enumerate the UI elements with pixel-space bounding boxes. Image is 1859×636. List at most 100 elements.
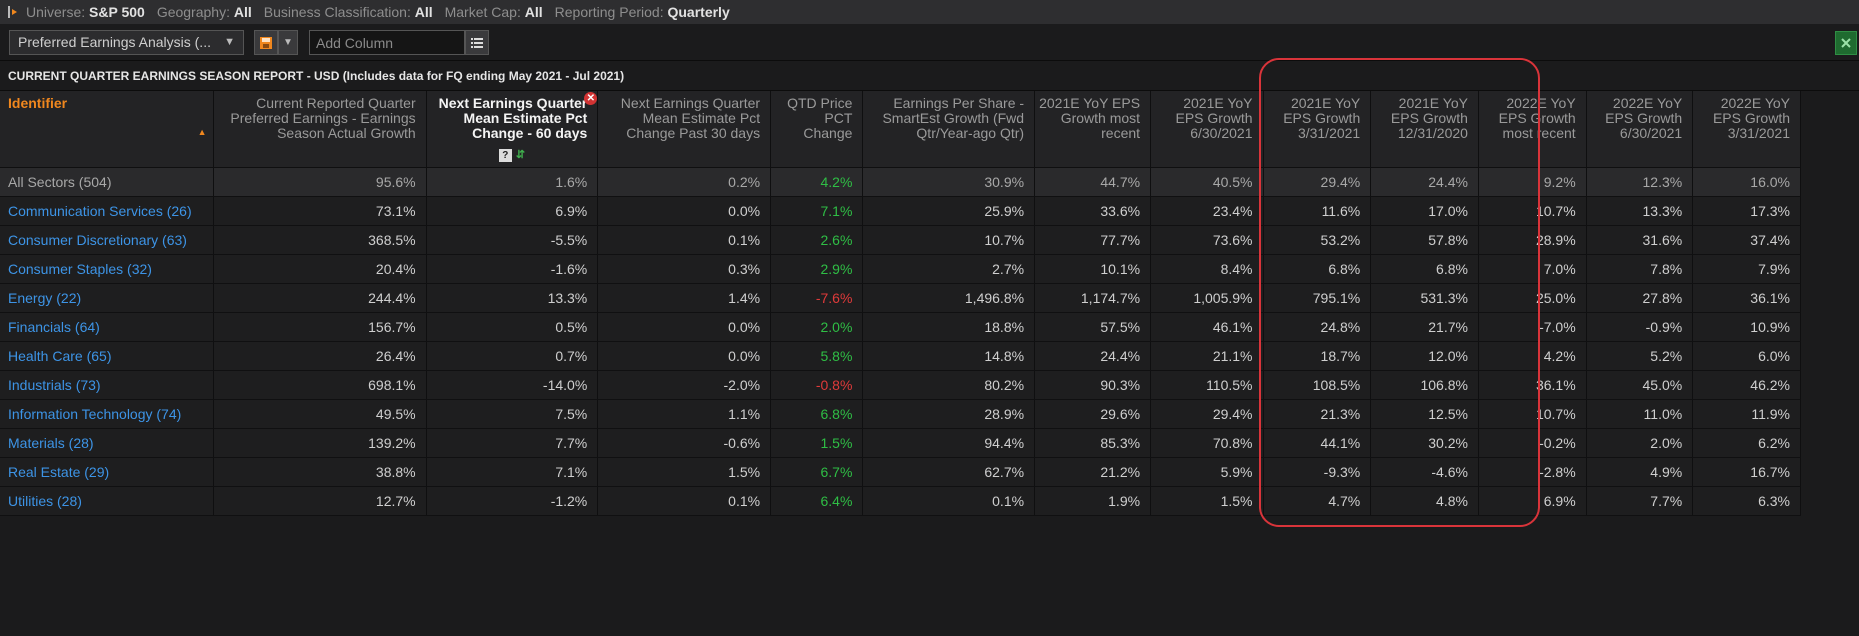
table-row[interactable]: Utilities (28) 12.7% -1.2% 0.1% 6.4% 0.1% 1.9%… (0, 486, 1801, 516)
table-cell: 795.1% (1263, 283, 1372, 313)
table-cell: -1.6% (426, 254, 599, 284)
filter-universe[interactable]: Universe: S&P 500 (26, 4, 145, 20)
table-cell: 2.6% (770, 225, 864, 255)
table-cell: 13.3% (426, 283, 599, 313)
table-row[interactable]: Industrials (73) 698.1% -14.0% -2.0% -0.8% 80… (0, 370, 1801, 400)
table-cell: 12.5% (1370, 399, 1479, 429)
table-cell: 26.4% (213, 341, 427, 371)
column-header-identifier[interactable]: Identifier ▲ (0, 91, 214, 168)
row-identifier[interactable]: Health Care (65) (0, 341, 214, 371)
filter-business-classification[interactable]: Business Classification: All (263, 4, 433, 20)
table-cell: 7.1% (770, 196, 864, 226)
column-header[interactable]: 2021E YoY EPS Growth 12/31/2020 (1370, 91, 1479, 168)
row-identifier[interactable]: Real Estate (29) (0, 457, 214, 487)
row-identifier[interactable]: Industrials (73) (0, 370, 214, 400)
column-header[interactable]: 2021E YoY EPS Growth 3/31/2021 (1263, 91, 1372, 168)
column-list-button[interactable] (465, 30, 489, 55)
row-identifier[interactable]: Materials (28) (0, 428, 214, 458)
table-cell: 12.7% (213, 486, 427, 516)
save-dropdown-button[interactable]: ▼ (278, 30, 298, 55)
table-cell: 4.8% (1370, 486, 1479, 516)
view-select[interactable]: Preferred Earnings Analysis (... ▼ (9, 30, 244, 55)
table-cell: 4.2% (770, 167, 864, 197)
table-row[interactable]: Health Care (65) 26.4% 0.7% 0.0% 5.8% 14.8% 24… (0, 341, 1801, 371)
table-cell: -2.8% (1478, 457, 1587, 487)
table-cell: 7.1% (426, 457, 599, 487)
collapse-panel-icon[interactable] (6, 5, 20, 19)
column-header[interactable]: 2022E YoY EPS Growth 3/31/2021 (1692, 91, 1801, 168)
table-cell: 36.1% (1478, 370, 1587, 400)
table-cell: 44.1% (1263, 428, 1372, 458)
table-row[interactable]: Real Estate (29) 38.8% 7.1% 1.5% 6.7% 62.7% 21… (0, 457, 1801, 487)
table-cell: 0.2% (597, 167, 772, 197)
table-cell: 94.4% (862, 428, 1036, 458)
row-identifier[interactable]: Information Technology (74) (0, 399, 214, 429)
column-header[interactable]: Current Reported Quarter Preferred Earni… (213, 91, 427, 168)
table-row[interactable]: Financials (64) 156.7% 0.5% 0.0% 2.0% 18.8% 57… (0, 312, 1801, 342)
column-header[interactable]: QTD Price PCT Change (770, 91, 864, 168)
table-cell: 106.8% (1370, 370, 1479, 400)
table-cell: 2.7% (862, 254, 1036, 284)
table-cell: 95.6% (213, 167, 427, 197)
table-cell: 12.0% (1370, 341, 1479, 371)
table-cell: -14.0% (426, 370, 599, 400)
list-icon (471, 37, 483, 48)
column-header-selected[interactable]: Next Earnings Quarter Mean Estimate Pct … (426, 91, 599, 168)
table-cell: 108.5% (1263, 370, 1372, 400)
save-button[interactable] (254, 30, 278, 55)
filter-geography[interactable]: Geography: All (156, 4, 252, 20)
table-cell: 6.8% (770, 399, 864, 429)
row-identifier[interactable]: Financials (64) (0, 312, 214, 342)
table-cell: 24.8% (1263, 312, 1372, 342)
table-row[interactable]: Materials (28) 139.2% 7.7% -0.6% 1.5% 94.4% 85… (0, 428, 1801, 458)
row-identifier[interactable]: Utilities (28) (0, 486, 214, 516)
table-cell: 1,005.9% (1150, 283, 1264, 313)
table-row[interactable]: Communication Services (26) 73.1% 6.9% 0.0%… (0, 196, 1801, 226)
column-header[interactable]: Earnings Per Share - SmartEst Growth (Fw… (862, 91, 1036, 168)
table-row[interactable]: Consumer Discretionary (63) 368.5% -5.5% 0.… (0, 225, 1801, 255)
table-cell: 6.0% (1692, 341, 1801, 371)
swap-icon[interactable]: ⇵ (515, 148, 526, 161)
row-identifier[interactable]: Consumer Discretionary (63) (0, 225, 214, 255)
table-cell: 7.7% (426, 428, 599, 458)
table-cell: 11.9% (1692, 399, 1801, 429)
column-header[interactable]: 2022E YoY EPS Growth 6/30/2021 (1586, 91, 1694, 168)
save-icon (260, 36, 272, 49)
table-cell: 368.5% (213, 225, 427, 255)
filter-market-cap[interactable]: Market Cap: All (444, 4, 543, 20)
aggregate-row[interactable]: All Sectors (504) 95.6% 1.6% 0.2% 4.2% 30.9% 4… (0, 167, 1801, 197)
table-cell: 0.1% (597, 225, 772, 255)
row-identifier[interactable]: Consumer Staples (32) (0, 254, 214, 284)
remove-column-icon[interactable]: ✕ (584, 92, 597, 105)
table-cell: -0.2% (1478, 428, 1587, 458)
row-identifier[interactable]: Energy (22) (0, 283, 214, 313)
table-cell: 7.7% (1586, 486, 1694, 516)
export-excel-button[interactable] (1835, 31, 1857, 55)
add-column-input[interactable] (309, 30, 465, 55)
table-cell: 2.0% (770, 312, 864, 342)
column-header[interactable]: Next Earnings Quarter Mean Estimate Pct … (597, 91, 772, 168)
table-cell: -4.6% (1370, 457, 1479, 487)
table-cell: 110.5% (1150, 370, 1264, 400)
row-identifier[interactable]: Communication Services (26) (0, 196, 214, 226)
table-cell: 44.7% (1034, 167, 1152, 197)
table-cell: 21.3% (1263, 399, 1372, 429)
table-cell: 13.3% (1586, 196, 1694, 226)
table-cell: 27.8% (1586, 283, 1694, 313)
table-cell: 21.2% (1034, 457, 1152, 487)
table-cell: 1.9% (1034, 486, 1152, 516)
column-header[interactable]: 2022E YoY EPS Growth most recent (1478, 91, 1587, 168)
table-header-row: Identifier ▲ Current Reported Quarter Pre… (0, 91, 1801, 168)
help-icon[interactable]: ? (498, 148, 512, 162)
table-cell: 6.7% (770, 457, 864, 487)
table-row[interactable]: Consumer Staples (32) 20.4% -1.6% 0.3% 2.9% 2… (0, 254, 1801, 284)
table-cell: 1,496.8% (862, 283, 1036, 313)
chevron-down-icon: ▼ (283, 37, 293, 48)
table-cell: 25.9% (862, 196, 1036, 226)
table-row[interactable]: Information Technology (74) 49.5% 7.5% 1.1%… (0, 399, 1801, 429)
table-row[interactable]: Energy (22) 244.4% 13.3% 1.4% -7.6% 1,496.8% 1… (0, 283, 1801, 313)
filter-reporting-period[interactable]: Reporting Period: Quarterly (554, 4, 730, 20)
column-header[interactable]: 2021E YoY EPS Growth most recent (1034, 91, 1152, 168)
table-cell: 10.7% (1478, 196, 1587, 226)
column-header[interactable]: 2021E YoY EPS Growth 6/30/2021 (1150, 91, 1264, 168)
